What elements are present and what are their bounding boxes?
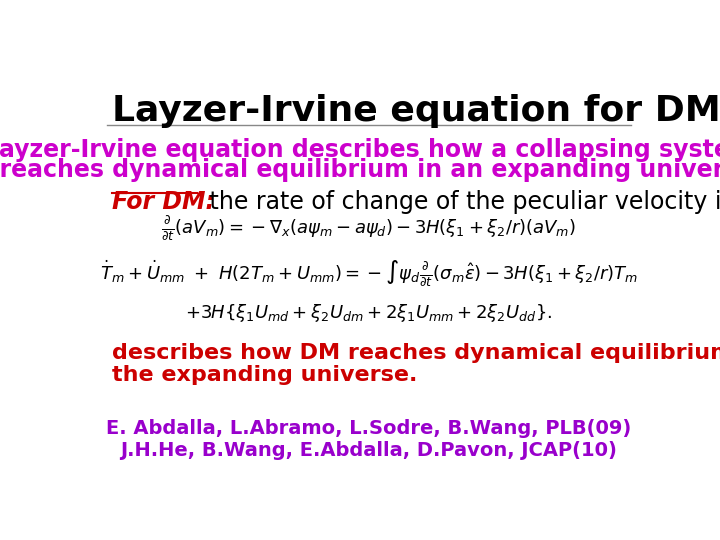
Text: $\frac{\partial}{\partial t}(aV_m) = -\nabla_x(a\psi_m - a\psi_d) - 3H(\xi_1 + \: $\frac{\partial}{\partial t}(aV_m) = -\n… [161, 214, 577, 243]
Text: Layzer-Irvine equation for DM: Layzer-Irvine equation for DM [112, 94, 720, 128]
FancyBboxPatch shape [84, 60, 654, 485]
Text: Layzer-Irvine equation describes how a collapsing system: Layzer-Irvine equation describes how a c… [0, 138, 720, 161]
Text: the rate of change of the peculiar velocity is: the rate of change of the peculiar veloc… [202, 190, 720, 213]
Text: describes how DM reaches dynamical equilibrium in the collapsing system in: describes how DM reaches dynamical equil… [112, 343, 720, 363]
Text: $+3H\left\{\xi_1 U_{md} + \xi_2 U_{dm} + 2\xi_1 U_{mm} + 2\xi_2 U_{dd}\right\}.$: $+3H\left\{\xi_1 U_{md} + \xi_2 U_{dm} +… [185, 302, 553, 324]
Text: the expanding universe.: the expanding universe. [112, 365, 418, 385]
Text: For DM:: For DM: [112, 190, 215, 213]
Text: reaches dynamical equilibrium in an expanding universe: reaches dynamical equilibrium in an expa… [0, 158, 720, 183]
Text: $\dot{T}_m + \dot{U}_{mm}\ +\ H(2T_m + U_{mm}) = -\int \psi_d \frac{\partial}{\p: $\dot{T}_m + \dot{U}_{mm}\ +\ H(2T_m + U… [100, 258, 638, 288]
Text: E. Abdalla, L.Abramo, L.Sodre, B.Wang, PLB(09): E. Abdalla, L.Abramo, L.Sodre, B.Wang, P… [107, 419, 631, 438]
Text: J.H.He, B.Wang, E.Abdalla, D.Pavon, JCAP(10): J.H.He, B.Wang, E.Abdalla, D.Pavon, JCAP… [120, 441, 618, 460]
